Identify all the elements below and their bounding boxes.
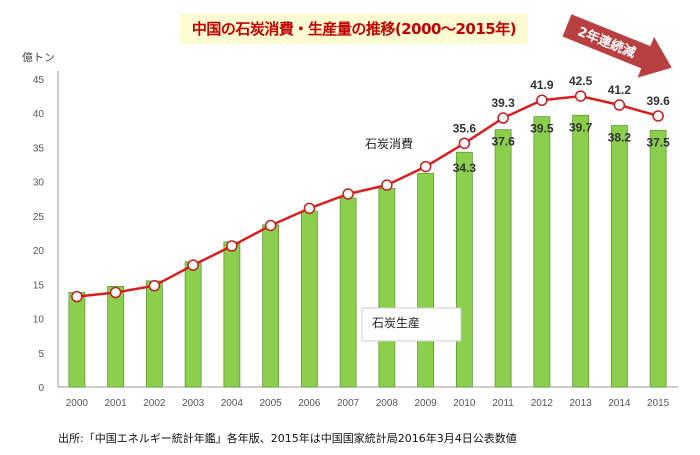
line-consumption <box>76 94 659 298</box>
point-consumption <box>536 94 548 106</box>
bar-production <box>68 292 86 388</box>
bar-production <box>533 116 551 388</box>
bar-production <box>184 261 202 388</box>
bar-production <box>378 188 396 388</box>
point-consumption <box>574 90 587 102</box>
y-tick-label: 45 <box>33 75 45 86</box>
bar-production <box>649 129 667 388</box>
data-label-consumption: 39.6 <box>646 94 670 108</box>
x-tick-label: 2009 <box>415 398 438 409</box>
series-label-consumption: 石炭消費 <box>365 136 413 151</box>
y-tick-label: 20 <box>33 246 45 257</box>
x-tick-label: 2008 <box>376 398 399 409</box>
bar-production <box>339 197 357 388</box>
data-label-production: 37.5 <box>646 135 670 149</box>
bar-production <box>572 114 590 388</box>
point-consumption <box>342 188 354 200</box>
x-tick-label: 2012 <box>531 398 554 409</box>
data-label-consumption: 42.5 <box>569 74 593 88</box>
point-consumption <box>226 240 238 252</box>
y-tick-label: 5 <box>38 349 44 360</box>
point-consumption <box>497 112 509 124</box>
y-axis-unit: 億トン <box>22 51 55 64</box>
x-tick-label: 2003 <box>182 398 205 409</box>
x-tick-label: 2001 <box>105 398 128 409</box>
bar-production <box>610 125 628 388</box>
data-label-production: 39.7 <box>569 120 593 134</box>
point-consumption <box>187 259 199 271</box>
x-tick-label: 2006 <box>298 398 321 409</box>
series-label-production: 石炭生産 <box>372 315 420 330</box>
data-label-consumption: 41.2 <box>608 83 632 97</box>
bar-production <box>455 151 473 388</box>
bar-production <box>107 285 125 388</box>
point-consumption <box>303 202 316 215</box>
bar-production <box>262 224 280 388</box>
y-tick-label: 40 <box>33 109 45 120</box>
point-consumption <box>264 219 277 232</box>
y-tick-label: 0 <box>38 383 44 394</box>
point-consumption <box>109 286 122 299</box>
chart-title: 中国の石炭消費・生産量の推移(2000〜2015年) <box>180 14 528 44</box>
data-label-production: 39.5 <box>530 122 554 136</box>
series-label-box <box>361 307 462 342</box>
data-label-production: 34.3 <box>453 161 477 175</box>
bar-production <box>417 173 435 388</box>
bar-production <box>145 280 163 388</box>
source-note: 出所:「中国エネルギー統計年鑑」各年版、2015年は中国国家統計局2016年3月… <box>58 432 517 445</box>
bar-production <box>494 129 512 388</box>
x-tick-label: 2005 <box>260 398 283 409</box>
point-consumption <box>458 137 471 150</box>
x-tick-label: 2007 <box>337 398 360 409</box>
y-tick-label: 35 <box>33 143 45 154</box>
point-consumption <box>71 290 83 303</box>
x-tick-label: 2010 <box>453 398 476 409</box>
x-tick-label: 2002 <box>143 398 166 409</box>
x-tick-label: 2015 <box>647 398 670 409</box>
point-consumption <box>419 160 432 173</box>
y-tick-label: 30 <box>33 178 45 189</box>
x-tick-label: 2013 <box>570 398 593 409</box>
arrow-shape <box>562 14 672 78</box>
x-tick-label: 2000 <box>66 398 89 409</box>
point-consumption <box>613 99 626 111</box>
bar-production <box>300 210 318 388</box>
x-tick-label: 2014 <box>608 398 631 409</box>
x-tick-label: 2004 <box>221 398 244 409</box>
bar-production <box>223 241 241 388</box>
y-tick-label: 10 <box>33 315 45 326</box>
data-label-production: 38.2 <box>608 131 632 145</box>
point-consumption <box>381 179 393 191</box>
point-consumption <box>148 279 161 292</box>
data-label-production: 37.6 <box>491 135 515 149</box>
y-tick-label: 15 <box>33 280 45 291</box>
data-label-consumption: 41.9 <box>530 78 554 92</box>
x-tick-label: 2011 <box>492 398 514 409</box>
data-label-consumption: 35.6 <box>453 121 477 135</box>
data-label-consumption: 39.3 <box>491 96 515 110</box>
point-consumption <box>652 110 664 122</box>
y-tick-label: 25 <box>33 212 45 223</box>
